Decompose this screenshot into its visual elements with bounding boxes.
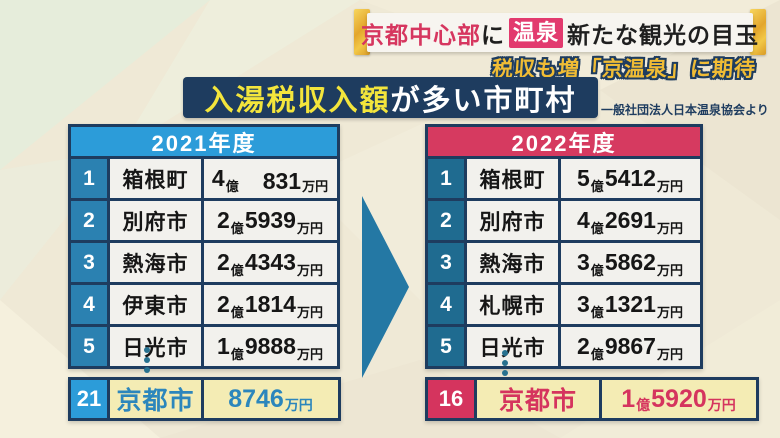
name-cell: 日光市 (110, 327, 201, 366)
name-cell: 別府市 (467, 201, 558, 240)
name-cell: 熱海市 (467, 243, 558, 282)
name-cell: 箱根町 (467, 159, 558, 198)
ellipsis-dots-right (502, 350, 508, 376)
name-cell: 伊東市 (110, 285, 201, 324)
headline-particle: に (481, 21, 505, 48)
rank-cell: 3 (428, 243, 464, 282)
table-row: 3 熱海市 3 億 5862 万円 (428, 243, 700, 282)
page-title: 入湯税収入額 が多い市町村 (183, 77, 598, 118)
data-source-credit: 一般社団法人日本温泉協会より (601, 103, 769, 117)
rank-cell: 1 (71, 159, 107, 198)
amount-cell: 3 億 5862 万円 (561, 243, 700, 282)
table-row: 1 箱根町 5 億 5412 万円 (428, 159, 700, 198)
rank-cell: 2 (71, 201, 107, 240)
amount-cell: 1 億 5920 万円 (602, 380, 756, 418)
rank-cell: 4 (428, 285, 464, 324)
amount-cell: 2 億 4343 万円 (204, 243, 337, 282)
name-cell: 日光市 (467, 327, 558, 366)
rank-cell: 5 (71, 327, 107, 366)
ranking-table-2022: 2022年度 1 箱根町 5 億 5412 万円 2 別府市 4 億 2691 万円 3 熱海市 3 億 586… (425, 124, 703, 369)
name-cell: 箱根町 (110, 159, 201, 198)
rank-cell: 16 (428, 380, 474, 418)
table-row: 2 別府市 2 億 5939 万円 (71, 201, 337, 240)
table-body-2021: 1 箱根町 4 億 831 万円 2 別府市 2 億 5939 万円 3 熱海市 2 億 4343 万円 4 伊東市… (71, 156, 337, 366)
name-cell: 札幌市 (467, 285, 558, 324)
name-cell: 別府市 (110, 201, 201, 240)
table-row: 5 日光市 1 億 9888 万円 (71, 327, 337, 366)
amount-cell: 4 億 2691 万円 (561, 201, 700, 240)
rank-cell: 5 (428, 327, 464, 366)
kyoto-row-2021: 21 京都市 8746 万円 (68, 377, 341, 421)
kyoto-row-2022: 16 京都市 1 億 5920 万円 (425, 377, 759, 421)
headline-location: 京都中心部 (361, 21, 481, 48)
amount-cell: 2 億 5939 万円 (204, 201, 337, 240)
amount-cell: 8746 万円 (204, 380, 338, 418)
title-highlight: 入湯税収入額 (204, 84, 391, 117)
onsen-badge: 温泉 (509, 17, 564, 48)
table-row: 5 日光市 2 億 9867 万円 (428, 327, 700, 366)
table-row: 1 箱根町 4 億 831 万円 (71, 159, 337, 198)
gold-ribbon-left-icon (354, 9, 370, 55)
amount-cell: 5 億 5412 万円 (561, 159, 700, 198)
table-body-2022: 1 箱根町 5 億 5412 万円 2 別府市 4 億 2691 万円 3 熱海市 3 億 5862 万円 4 札幌市… (428, 156, 700, 366)
headline: 京都中心部 に 温泉 新たな観光の目玉 (361, 13, 758, 52)
rank-cell: 21 (71, 380, 107, 418)
headline-tail: 新たな観光の目玉 (567, 21, 760, 48)
table-row: 2 別府市 4 億 2691 万円 (428, 201, 700, 240)
rank-cell: 2 (428, 201, 464, 240)
amount-cell: 2 億 1814 万円 (204, 285, 337, 324)
rank-cell: 4 (71, 285, 107, 324)
news-banner: 京都中心部 に 温泉 新たな観光の目玉 (354, 7, 766, 57)
table-row: 4 伊東市 2 億 1814 万円 (71, 285, 337, 324)
amount-cell: 1 億 9888 万円 (204, 327, 337, 366)
name-cell: 熱海市 (110, 243, 201, 282)
municipality-cell: 京都市 (477, 380, 599, 418)
amount-cell: 3 億 1321 万円 (561, 285, 700, 324)
table-row: 3 熱海市 2 億 4343 万円 (71, 243, 337, 282)
gold-ribbon-right-icon (750, 9, 766, 55)
municipality-cell: 京都市 (110, 380, 201, 418)
table-header-2021: 2021年度 (71, 127, 337, 156)
rank-cell: 3 (71, 243, 107, 282)
title-rest: が多い市町村 (390, 84, 577, 117)
table-row: 4 札幌市 3 億 1321 万円 (428, 285, 700, 324)
table-header-2022: 2022年度 (428, 127, 700, 156)
amount-cell: 2 億 9867 万円 (561, 327, 700, 366)
ranking-table-2021: 2021年度 1 箱根町 4 億 831 万円 2 別府市 2 億 5939 万円 3 熱海市 2 億 434… (68, 124, 340, 369)
rank-cell: 1 (428, 159, 464, 198)
